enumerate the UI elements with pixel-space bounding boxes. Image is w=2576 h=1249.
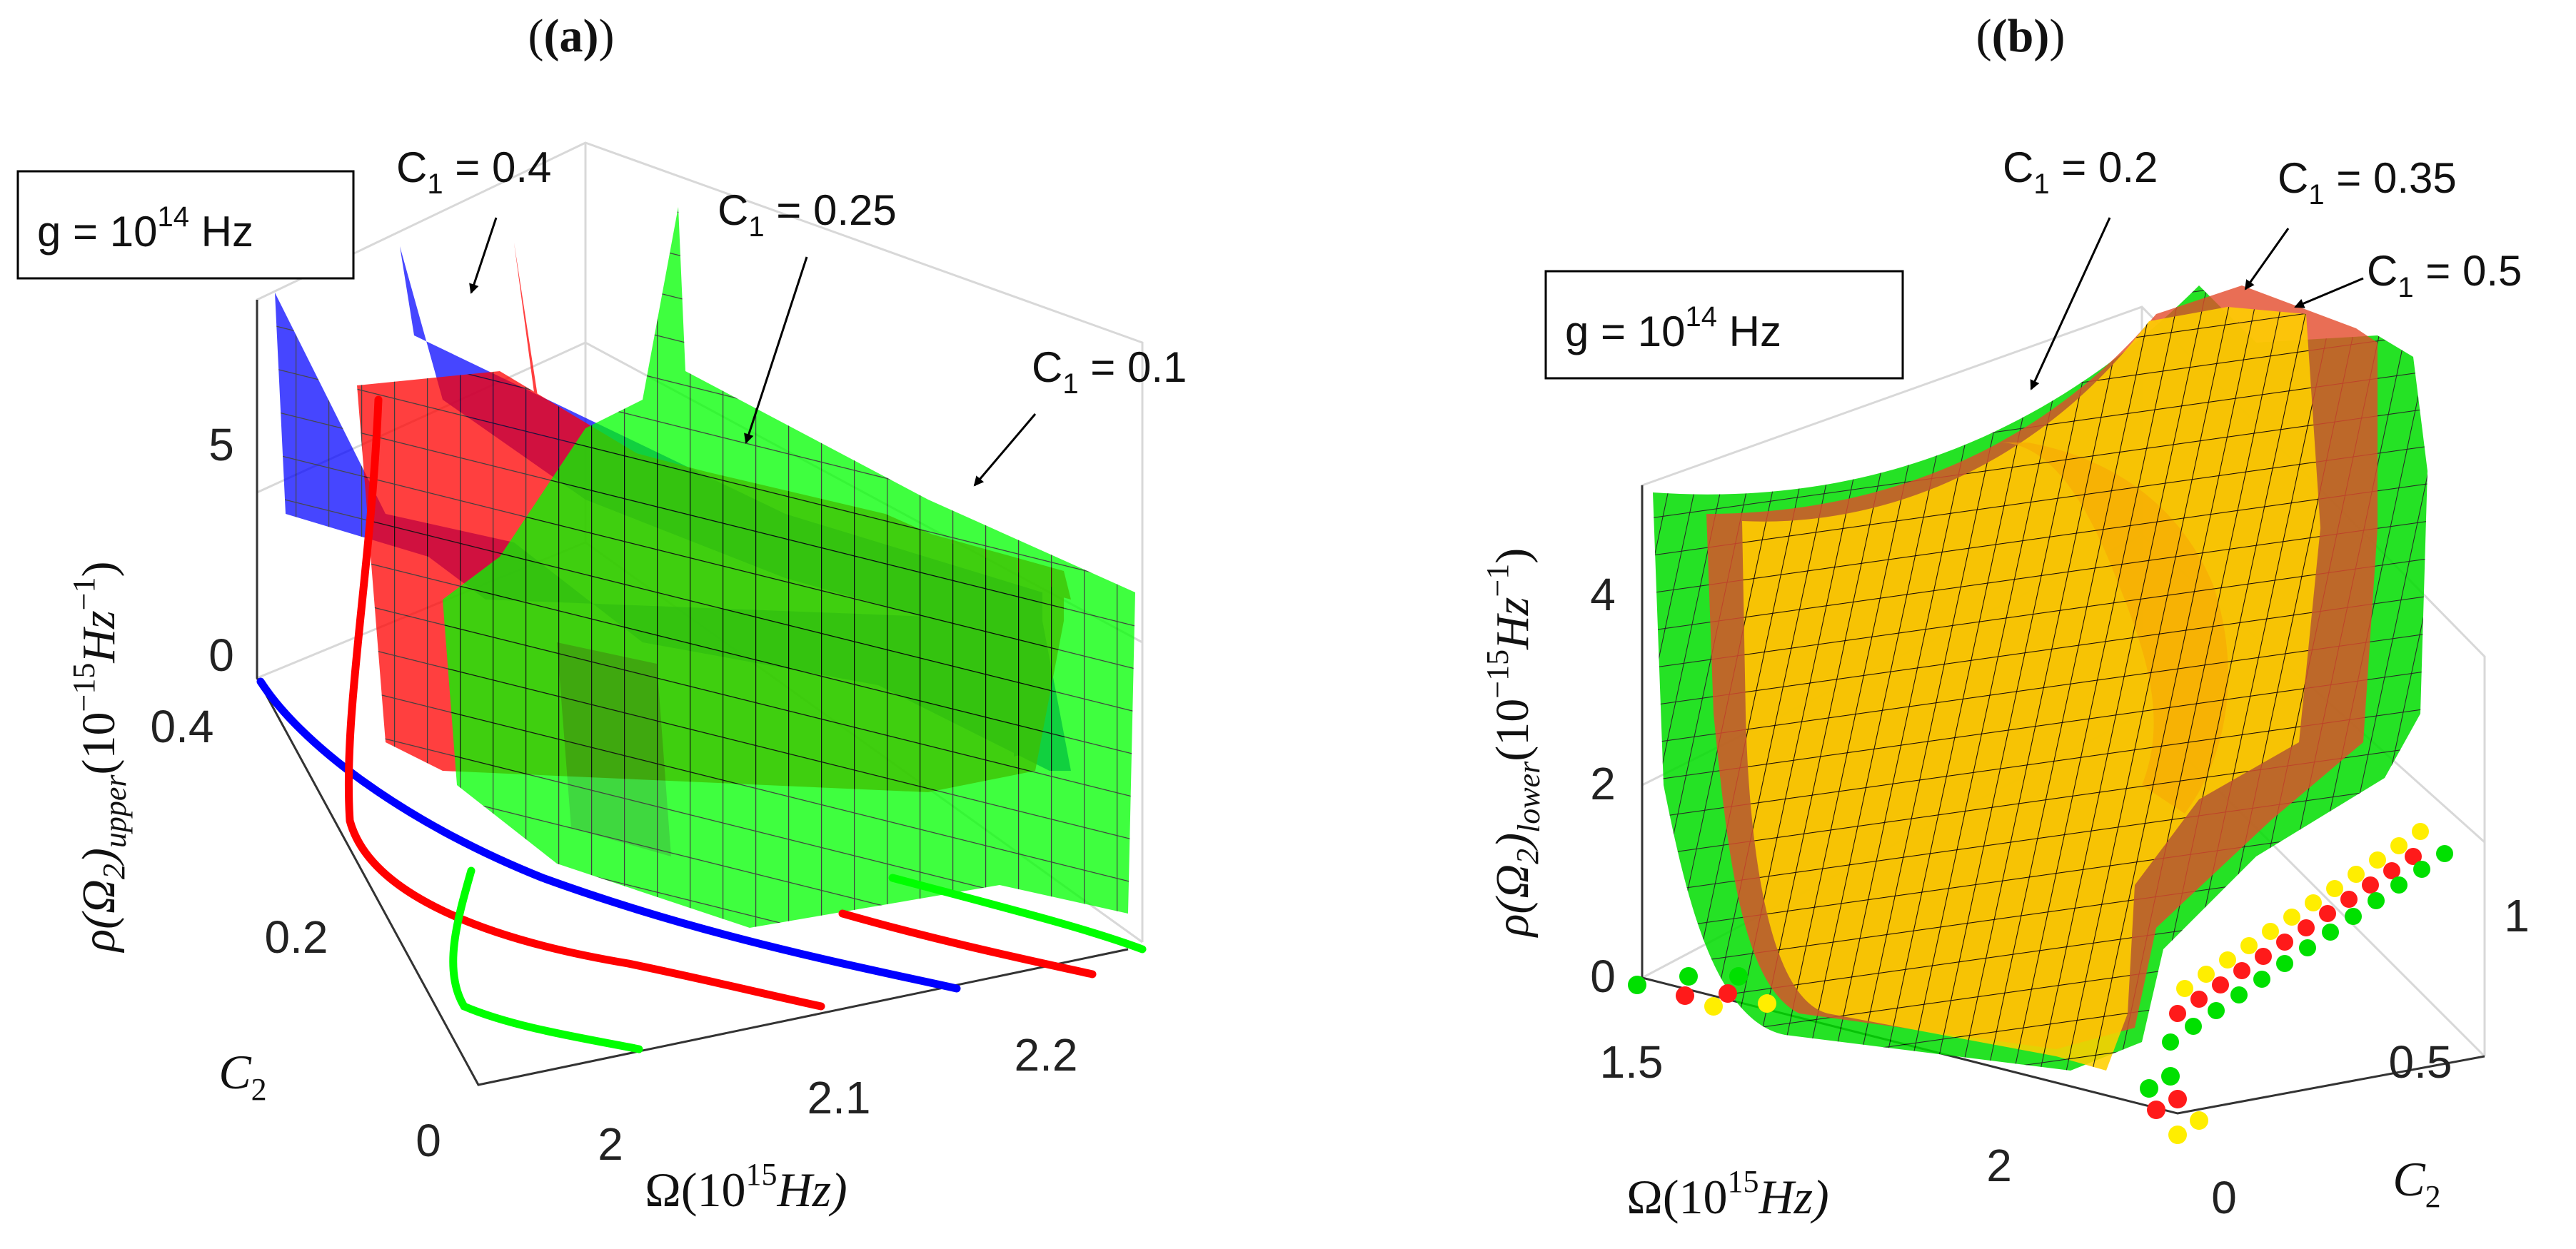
svg-text:C1 = 0.25: C1 = 0.25 — [718, 186, 897, 243]
panel-a-ztick-0: 0 — [208, 629, 234, 681]
panel-a-projection-curves — [256, 395, 1147, 1053]
panel-a-ytick-group: 0 0.2 0.4 — [151, 701, 441, 1166]
panel-b-xtick-1-5: 1.5 — [1600, 1036, 1664, 1088]
panel-b-ztick-0: 0 — [1590, 951, 1616, 1002]
panel-b-ylabel: C2 — [2393, 1152, 2440, 1214]
panel-b-dot-row-yellow-right — [2176, 823, 2429, 997]
panel-a: ((a)) — [16, 10, 1187, 1217]
panel-a-annotation-c1-0-4: C1 = 0.4 — [396, 143, 551, 294]
svg-text:C1 = 0.1: C1 = 0.1 — [1032, 343, 1187, 400]
panel-b-ytick-0: 0 — [2211, 1172, 2237, 1223]
panel-a-xtick-2-1: 2.1 — [807, 1072, 871, 1123]
panel-a-ytick-0: 0 — [416, 1115, 441, 1166]
panel-a-annotation-c1-0-1: C1 = 0.1 — [973, 343, 1187, 487]
panel-b-annotation-c1-0-35: C1 = 0.35 — [2244, 154, 2457, 290]
panel-a-ylabel: C2 — [218, 1045, 266, 1107]
panel-a-zlabel: ρ(Ω2)upper(10−15Hz−1) — [66, 561, 133, 953]
panel-a-ytick-0-2: 0.2 — [265, 911, 328, 963]
panel-b-ytick-group: 0 0.5 1 — [2211, 890, 2530, 1223]
svg-text:g = 1014 Hz: g = 1014 Hz — [1565, 301, 1781, 355]
panel-b-ztick-group: 0 2 4 — [1590, 569, 1616, 1002]
svg-text:C1 = 0.5: C1 = 0.5 — [2367, 247, 2522, 303]
panel-b-xtick-2: 2 — [1986, 1140, 2012, 1191]
svg-text:C1 = 0.35: C1 = 0.35 — [2278, 154, 2457, 211]
panel-a-ztick-5: 5 — [208, 419, 234, 470]
panel-a-title: ((a)) — [528, 10, 615, 62]
panel-b-ytick-1: 1 — [2504, 890, 2530, 941]
panel-b-dot-row-red-right — [2169, 848, 2422, 1022]
panel-a-xtick-2: 2 — [598, 1118, 623, 1170]
panel-b-dot-row-red-left — [1676, 984, 2187, 1119]
panel-a-note-box: g = 1014 Hz — [16, 170, 355, 280]
panel-b-note-box: g = 1014 Hz — [1544, 270, 1904, 380]
panel-b-title: ((b)) — [1976, 10, 2066, 62]
panel-a-ztick-group: 0 5 — [208, 419, 234, 681]
panel-b-zlabel: ρ(Ω2)lower(10−15Hz−1) — [1480, 548, 1546, 939]
panel-b: ((b)) — [1480, 10, 2530, 1224]
panel-b-annotation-c1-0-5: C1 = 0.5 — [2294, 247, 2522, 308]
panel-a-xlabel: Ω(1015Hz) — [645, 1157, 847, 1217]
panel-b-dot-row-green-right — [2162, 845, 2453, 1051]
panel-b-annotation-c1-0-2: C1 = 0.2 — [2003, 143, 2158, 390]
panel-a-ytick-0-4: 0.4 — [151, 701, 214, 752]
svg-text:C1 = 0.2: C1 = 0.2 — [2003, 143, 2158, 200]
panel-b-ztick-4: 4 — [1590, 569, 1616, 620]
panel-a-annotation-c1-0-25: C1 = 0.25 — [718, 186, 897, 444]
panel-a-xtick-group: 2 2.1 2.2 — [598, 1029, 1077, 1170]
panel-b-dot-row-green-left — [1628, 967, 2180, 1098]
svg-text:C1 = 0.4: C1 = 0.4 — [396, 143, 551, 200]
panel-b-xlabel: Ω(1015Hz) — [1626, 1164, 1828, 1224]
panel-b-xtick-group: 1.5 2 — [1600, 1036, 2012, 1191]
panel-b-dot-row-yellow-left — [1704, 994, 2208, 1144]
panel-a-surface-green — [443, 207, 1135, 928]
panel-a-xtick-2-2: 2.2 — [1015, 1029, 1078, 1081]
panel-b-surface-yellow — [1742, 307, 2320, 1071]
panel-b-ztick-2: 2 — [1590, 758, 1616, 809]
panel-b-ytick-0-5: 0.5 — [2389, 1036, 2452, 1088]
svg-text:g = 1014 Hz: g = 1014 Hz — [37, 201, 253, 256]
